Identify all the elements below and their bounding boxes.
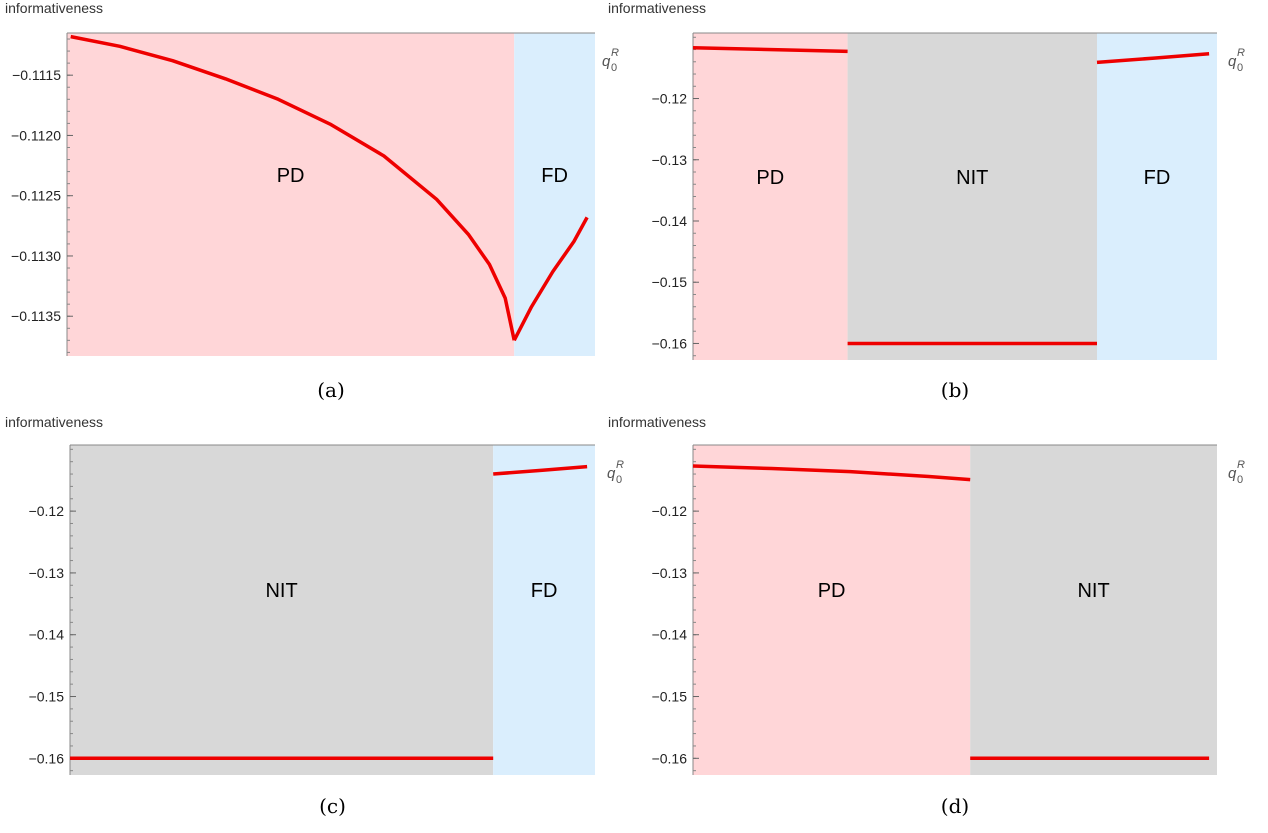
y-tick-label: −0.14: [29, 627, 65, 643]
region-label-pd: PD: [818, 580, 846, 602]
x-axis-label-sup: R: [616, 459, 624, 471]
region-label-fd: FD: [531, 580, 558, 602]
region-nit: [970, 445, 1217, 775]
x-axis-label: q 0 R: [1228, 459, 1245, 486]
panel-caption: (b): [941, 378, 969, 402]
region-fd: [493, 445, 595, 775]
chart-panel-c: NIT FD −0.12 −0.13 −0.14 −0.15 −0.16 informativ…: [5, 414, 624, 818]
y-tick-label: −0.1115: [12, 67, 61, 83]
series-line-2: [512, 216, 589, 342]
y-tick-label: −0.15: [652, 689, 688, 705]
x-axis-label-sup: R: [1237, 459, 1245, 471]
x-axis-label: q 0 R: [607, 459, 624, 486]
y-tick-label: −0.13: [29, 565, 65, 581]
region-label-fd: FD: [1144, 167, 1171, 189]
region-label-nit: NIT: [1077, 580, 1109, 602]
region-nit: [847, 33, 1098, 360]
y-tick-label: −0.15: [29, 689, 65, 705]
series-line-3: [1096, 52, 1210, 65]
panel-caption: (d): [941, 794, 969, 818]
x-axis-label-sub: 0: [611, 62, 617, 74]
series-line-1: [692, 45, 848, 54]
x-axis-label-q: q: [1228, 53, 1237, 70]
x-axis-label-q: q: [602, 53, 611, 70]
region-fd: [514, 33, 595, 356]
region-label-pd: PD: [277, 165, 305, 187]
y-tick-label: −0.13: [652, 565, 688, 581]
chart-panel-d: PD NIT −0.12 −0.13 −0.14 −0.15 −0.16 informativ…: [608, 414, 1245, 818]
x-axis-label-sub: 0: [1237, 62, 1243, 74]
y-tick-label: −0.16: [29, 750, 65, 766]
region-fd: [1097, 33, 1217, 360]
y-tick-label: −0.1120: [11, 127, 61, 143]
region-label-fd: FD: [541, 165, 568, 187]
region-pd: [693, 445, 971, 775]
x-axis-label-sup: R: [611, 47, 619, 59]
x-axis-label: q 0 R: [602, 47, 619, 74]
y-tick-label: −0.12: [652, 91, 688, 107]
region-pd: [693, 33, 848, 360]
region-pd: [67, 33, 515, 356]
y-tick-label: −0.14: [652, 213, 688, 229]
y-tick-label: −0.14: [652, 627, 688, 643]
x-axis-label-sub: 0: [616, 474, 622, 486]
y-axis-label: informativeness: [5, 0, 103, 16]
panel-caption: (c): [319, 794, 346, 818]
series-line-1: [70, 34, 516, 341]
y-axis-label: informativeness: [608, 414, 706, 430]
x-axis-label: q 0 R: [1228, 47, 1245, 74]
panel-caption: (a): [317, 378, 345, 402]
series-line-1: [692, 464, 971, 482]
chart-panel-b: PD NIT FD −0.12 −0.13 −0.14 −0.15 −0.16 informat…: [608, 0, 1245, 402]
region-label-pd: PD: [756, 167, 784, 189]
x-axis-label-sub: 0: [1237, 474, 1243, 486]
region-label-nit: NIT: [956, 167, 988, 189]
y-axis-label: informativeness: [5, 414, 103, 430]
y-tick-label: −0.15: [652, 274, 688, 290]
x-axis-label-q: q: [1228, 465, 1237, 482]
y-axis-label: informativeness: [608, 0, 706, 16]
y-tick-label: −0.16: [652, 750, 688, 766]
region-nit: [70, 445, 494, 775]
y-tick-label: −0.1135: [11, 308, 61, 324]
region-label-nit: NIT: [265, 580, 297, 602]
y-tick-label: −0.12: [652, 503, 688, 519]
series-line-2: [493, 464, 588, 476]
chart-panel-a: PD FD −0.1115 −0.1120 −0.1125 −0.1130 −0.1135 i…: [5, 0, 619, 402]
y-tick-label: −0.1130: [11, 248, 61, 264]
y-tick-label: −0.13: [652, 152, 688, 168]
x-axis-label-sup: R: [1237, 47, 1245, 59]
x-axis-label-q: q: [607, 465, 616, 482]
y-tick-label: −0.1125: [11, 188, 61, 204]
y-tick-label: −0.12: [29, 503, 65, 519]
y-tick-label: −0.16: [652, 335, 688, 351]
